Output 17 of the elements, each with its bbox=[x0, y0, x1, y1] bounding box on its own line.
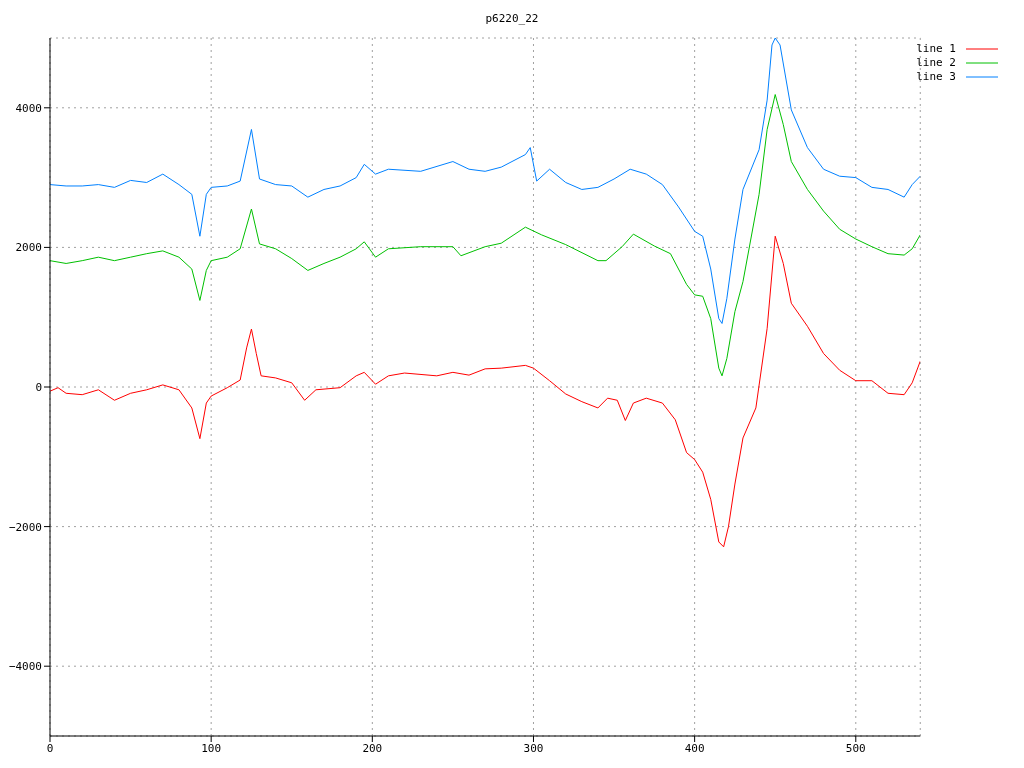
y-tick-label: 0 bbox=[35, 380, 42, 394]
line-series bbox=[50, 235, 921, 548]
x-tick-label: 200 bbox=[362, 741, 383, 755]
x-tick-label: 0 bbox=[46, 741, 54, 755]
y-tick-label: 2000 bbox=[15, 241, 42, 255]
x-tick-label: 500 bbox=[845, 741, 866, 755]
x-tick-label: 300 bbox=[523, 741, 544, 755]
y-tick-label: −2000 bbox=[8, 520, 42, 534]
legend-label: line 3 bbox=[916, 70, 956, 84]
y-tick-label: 4000 bbox=[15, 101, 42, 115]
x-tick-label: 400 bbox=[684, 741, 705, 755]
x-tick-label: 100 bbox=[201, 741, 222, 755]
y-tick-label: −4000 bbox=[8, 660, 42, 674]
legend-label: line 2 bbox=[916, 56, 956, 70]
legend-label: line 1 bbox=[916, 42, 956, 56]
chart-title: p6220_22 bbox=[484, 11, 540, 27]
line-series bbox=[50, 94, 921, 377]
